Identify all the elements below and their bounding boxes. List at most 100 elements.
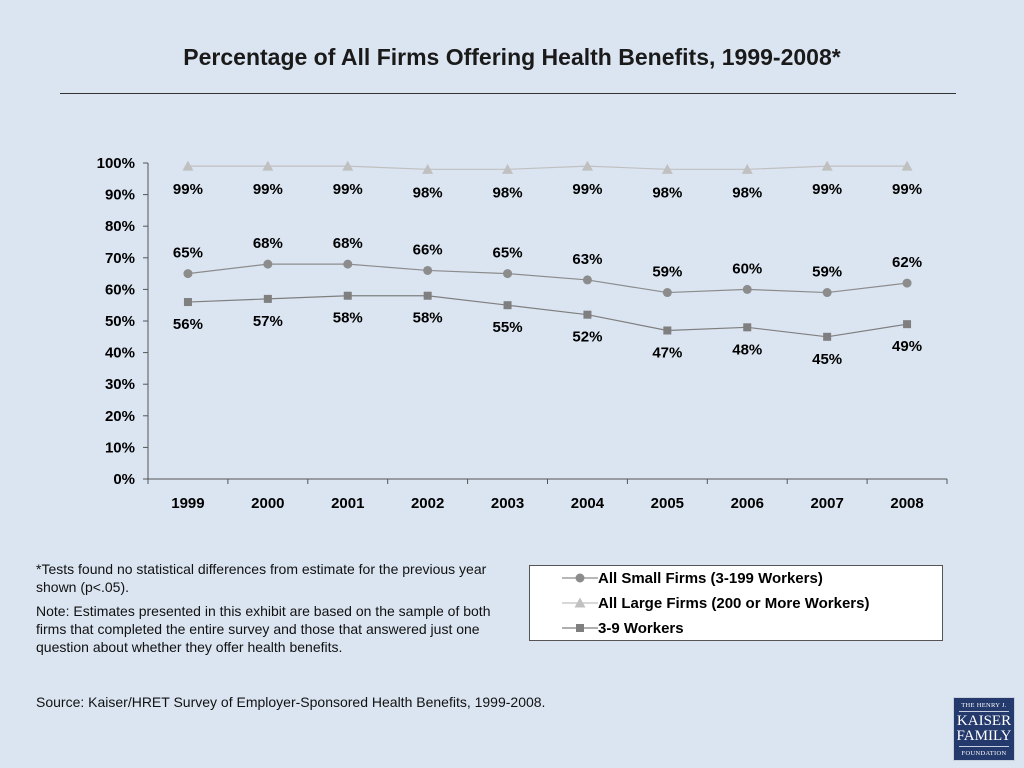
data-label: 68%: [253, 235, 283, 252]
data-label: 56%: [173, 316, 203, 333]
legend-item-large-firms: All Large Firms (200 or More Workers): [562, 593, 869, 613]
x-tick-label: 1999: [171, 495, 204, 512]
point-triangle: [502, 163, 514, 174]
data-label: 59%: [652, 264, 682, 281]
chart-legend: All Small Firms (3-199 Workers) All Larg…: [529, 565, 943, 641]
point-square: [903, 320, 912, 329]
series-line-1: [187, 165, 908, 170]
kaiser-family-foundation-logo: THE HENRY J. KAISER FAMILY FOUNDATION: [953, 697, 1015, 761]
data-label: 47%: [652, 344, 682, 361]
point-square: [263, 294, 272, 303]
point-square: [343, 291, 352, 300]
data-label: 99%: [333, 181, 363, 198]
x-tick-label: 2003: [491, 495, 524, 512]
point-triangle: [182, 160, 194, 171]
point-square: [663, 326, 672, 335]
data-label: 99%: [253, 181, 283, 198]
point-triangle: [262, 160, 274, 171]
y-tick-label: 30%: [105, 376, 135, 393]
point-circle: [263, 259, 273, 269]
legend-label-3-9-workers: 3-9 Workers: [598, 619, 684, 637]
data-label: 65%: [173, 245, 203, 262]
point-triangle: [661, 163, 673, 174]
point-circle: [423, 265, 433, 275]
data-label: 99%: [812, 181, 842, 198]
footnotes: *Tests found no statistical differences …: [36, 560, 516, 662]
point-circle: [902, 278, 912, 288]
data-label: 58%: [333, 310, 363, 327]
point-circle: [503, 269, 513, 279]
y-tick-label: 0%: [113, 471, 135, 488]
point-circle: [582, 275, 592, 285]
point-square: [423, 291, 432, 300]
data-label: 58%: [413, 310, 443, 327]
data-label: 52%: [572, 329, 602, 346]
point-triangle: [821, 160, 833, 171]
y-tick-label: 90%: [105, 187, 135, 204]
x-tick-label: 2007: [810, 495, 843, 512]
series-line-0: [187, 263, 908, 294]
legend-label-large-firms: All Large Firms (200 or More Workers): [598, 594, 870, 612]
data-label: 48%: [732, 341, 762, 358]
y-tick-label: 70%: [105, 250, 135, 267]
legend-item-3-9-workers: 3-9 Workers: [562, 618, 684, 638]
y-tick-label: 100%: [97, 155, 135, 172]
y-tick-label: 80%: [105, 218, 135, 235]
title-divider: [60, 93, 956, 94]
data-label: 55%: [493, 319, 523, 336]
point-triangle: [422, 163, 434, 174]
data-label: 98%: [493, 184, 523, 201]
data-label: 65%: [493, 245, 523, 262]
point-square: [183, 298, 192, 307]
x-tick-label: 2008: [890, 495, 923, 512]
point-circle: [343, 259, 353, 269]
point-triangle: [342, 160, 354, 171]
data-label: 99%: [892, 181, 922, 198]
x-tick-label: 2004: [571, 495, 605, 512]
point-circle: [662, 288, 672, 298]
triangle-marker-icon: [562, 597, 598, 608]
data-label: 99%: [572, 181, 602, 198]
source-note: Source: Kaiser/HRET Survey of Employer-S…: [36, 694, 546, 710]
legend-item-small-firms: All Small Firms (3-199 Workers): [562, 568, 823, 588]
point-square: [743, 323, 752, 332]
x-tick-label: 2001: [331, 495, 364, 512]
point-square: [823, 332, 832, 341]
data-label: 66%: [413, 241, 443, 258]
y-tick-label: 20%: [105, 408, 135, 425]
y-tick-label: 10%: [105, 439, 135, 456]
data-label: 63%: [572, 251, 602, 268]
y-tick-label: 60%: [105, 281, 135, 298]
data-label: 49%: [892, 338, 922, 355]
x-tick-label: 2005: [651, 495, 684, 512]
x-tick-label: 2000: [251, 495, 284, 512]
line-chart: 0% 10% 20% 30% 40% 50% 60% 70% 80% 90% 100% 1999 200…: [97, 155, 948, 512]
data-label: 98%: [652, 184, 682, 201]
point-triangle: [901, 160, 913, 171]
point-circle: [183, 269, 193, 279]
data-label: 99%: [173, 181, 203, 198]
point-circle: [742, 284, 752, 294]
point-circle: [822, 288, 832, 298]
series-line-2: [187, 295, 908, 338]
methodology-note: Note: Estimates presented in this exhibi…: [36, 603, 491, 655]
legend-label-small-firms: All Small Firms (3-199 Workers): [598, 569, 823, 587]
circle-marker-icon: [562, 573, 598, 583]
y-tick-label: 40%: [105, 345, 135, 362]
point-triangle: [741, 163, 753, 174]
data-label: 45%: [812, 351, 842, 368]
data-label: 60%: [732, 260, 762, 277]
point-square: [583, 310, 592, 319]
x-tick-label: 2006: [731, 495, 764, 512]
square-marker-icon: [562, 624, 598, 632]
data-label: 62%: [892, 254, 922, 271]
data-label: 68%: [333, 235, 363, 252]
data-label: 59%: [812, 264, 842, 281]
point-square: [503, 301, 512, 310]
chart-title: Percentage of All Firms Offering Health …: [183, 44, 841, 70]
y-tick-label: 50%: [105, 313, 135, 330]
asterisk-footnote: *Tests found no statistical differences …: [36, 561, 487, 595]
data-label: 98%: [732, 184, 762, 201]
x-tick-label: 2002: [411, 495, 444, 512]
data-label: 57%: [253, 313, 283, 330]
